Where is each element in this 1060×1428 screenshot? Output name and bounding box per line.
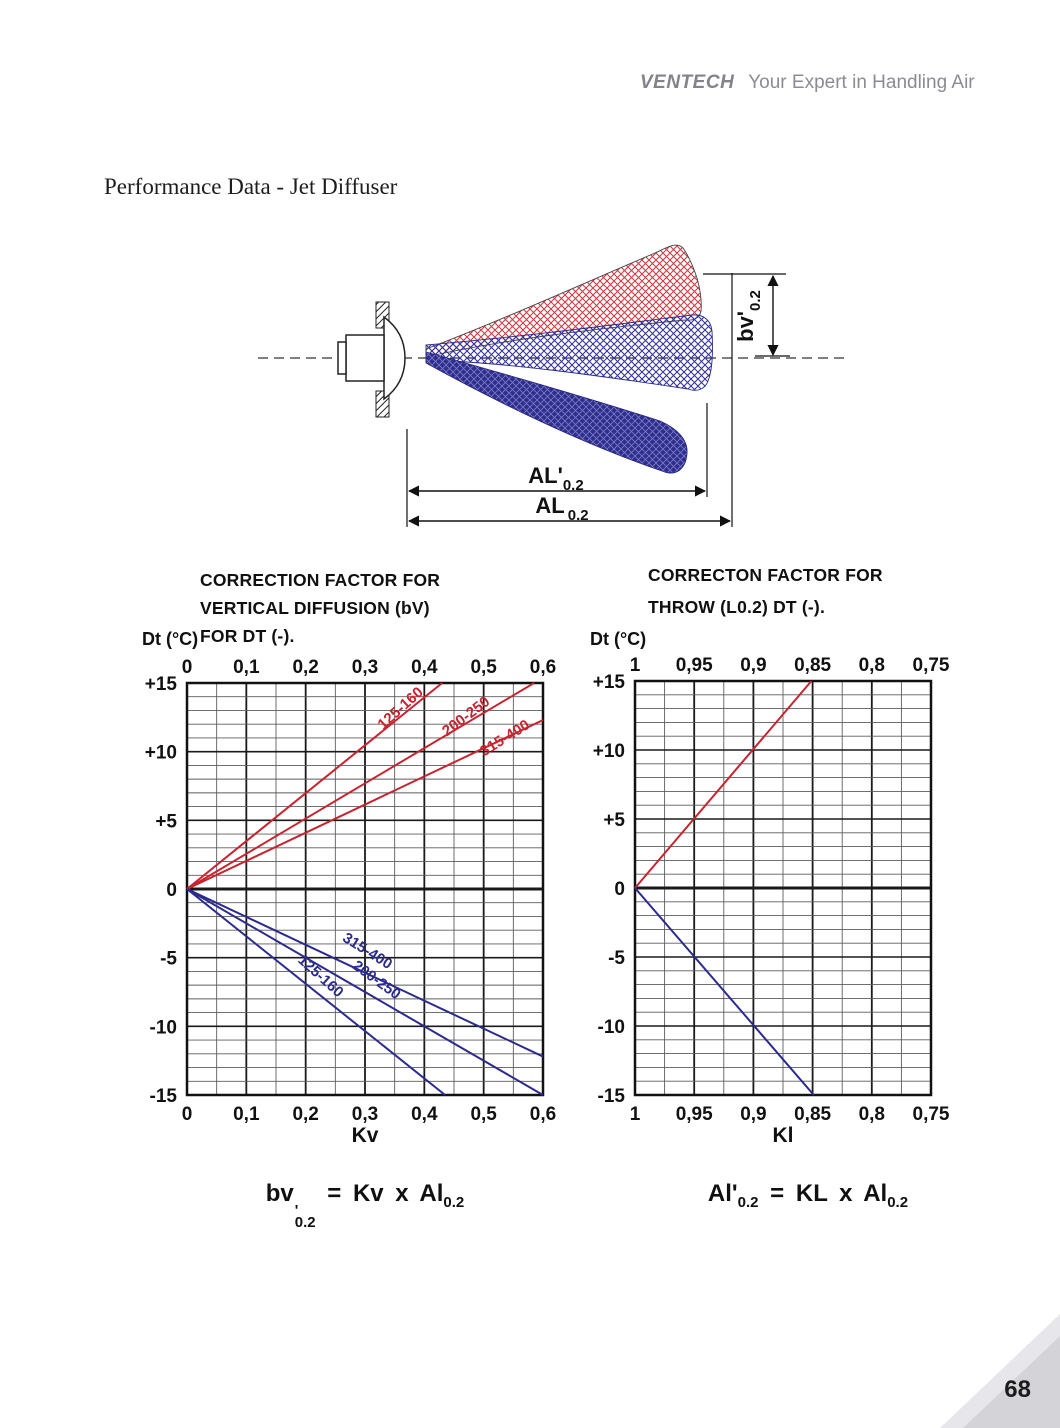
svg-text:0,1: 0,1	[233, 1104, 260, 1125]
svg-text:AL0.2: AL 0.2	[535, 493, 588, 524]
svg-text:-15: -15	[150, 1086, 178, 1107]
diffuser-bell	[383, 315, 406, 401]
svg-text:AL'0.2: AL'0.2	[528, 463, 583, 494]
left-chart-svg: 0 0 0,1 0,1 0,2 0,2 0,3 0,3 0,4 0,4 0,5 0,5 0,6 0,6 -1…	[145, 657, 556, 1125]
page-title: Performance Data - Jet Diffuser	[104, 174, 398, 199]
left-chart-xlabel: Kv	[351, 1124, 379, 1147]
svg-text:+5: +5	[155, 811, 177, 832]
svg-text:0,2: 0,2	[292, 657, 318, 678]
svg-text:0: 0	[166, 880, 177, 901]
bv-sub: 0.2	[747, 290, 764, 311]
svg-text:1: 1	[630, 1104, 641, 1125]
svg-text:bv'0.2: bv'0.2	[733, 290, 764, 342]
svg-text:0,1: 0,1	[233, 657, 260, 678]
left-chart-title-line1: CORRECTION FACTOR FOR	[200, 570, 441, 590]
svg-text:+15: +15	[145, 674, 178, 695]
right-chart-title: CORRECTON FACTOR FOR THROW (L0.2) DT (-)…	[648, 559, 883, 624]
svg-text:0,95: 0,95	[676, 655, 713, 676]
left-chart-ylabel: Dt (°C)	[142, 629, 199, 649]
right-chart-title-line1: CORRECTON FACTOR FOR	[648, 565, 883, 585]
blue-plume-cooling	[425, 351, 688, 474]
al-prime-dimension: AL'0.2	[406, 403, 708, 527]
formula-right-rhs-sub: 0.2	[887, 1193, 909, 1211]
svg-text:0,95: 0,95	[676, 1104, 713, 1125]
svg-text:0,75: 0,75	[913, 1104, 950, 1125]
al-sub: 0.2	[568, 507, 589, 524]
svg-text:0,9: 0,9	[740, 655, 766, 676]
svg-text:0,5: 0,5	[470, 1104, 497, 1125]
left-chart-title-line3: FOR DT (-).	[200, 626, 295, 646]
brand-tagline: Your Expert in Handling Air	[748, 72, 975, 93]
bv-dimension: bv'0.2	[703, 273, 790, 357]
blue-plume-isothermal	[425, 314, 713, 391]
svg-text:0,6: 0,6	[530, 1104, 556, 1125]
svg-text:0,75: 0,75	[913, 655, 950, 676]
formula-right-lhs-sub: 0.2	[737, 1193, 759, 1211]
svg-text:0: 0	[614, 879, 625, 900]
right-chart-xlabel: Kl	[772, 1124, 794, 1147]
formula-left-rhs-sub: 0.2	[443, 1193, 465, 1211]
diffuser-flange	[337, 341, 347, 375]
formula-left-sup: '	[294, 1202, 299, 1219]
formula-vertical-diffusion: bv ' 0.2 = Kv x Al0.2	[187, 1180, 543, 1231]
page-number: 68	[1004, 1376, 1031, 1403]
svg-text:-10: -10	[598, 1017, 625, 1038]
formula-right-mid: = KL x Al	[770, 1180, 888, 1207]
svg-text:0,4: 0,4	[411, 1104, 438, 1125]
svg-text:0,4: 0,4	[411, 657, 438, 678]
al-prime-label: AL'	[528, 463, 563, 488]
svg-text:0,9: 0,9	[740, 1104, 766, 1125]
svg-text:0,5: 0,5	[470, 657, 497, 678]
svg-text:+5: +5	[603, 810, 625, 831]
svg-text:0,3: 0,3	[352, 657, 378, 678]
al-label: AL	[535, 493, 564, 518]
brand-logo-text: VENTECH	[640, 72, 735, 93]
right-chart-title-line2: THROW (L0.2) DT (-).	[648, 597, 826, 618]
left-chart-title: CORRECTION FACTOR FOR VERTICAL DIFFUSION…	[200, 566, 440, 650]
svg-text:-15: -15	[598, 1086, 626, 1107]
svg-text:0: 0	[182, 1104, 193, 1125]
svg-text:0,85: 0,85	[794, 1104, 831, 1125]
al-dimension: AL 0.2	[407, 273, 733, 527]
bv-label: bv'	[733, 311, 758, 342]
right-chart-svg: 1 1 0,95 0,95 0,9 0,9 0,85 0,85 0,8 0,8 0,75 0,75 -1…	[593, 655, 950, 1125]
formula-left-sub: 0.2	[294, 1214, 316, 1231]
svg-text:0,2: 0,2	[292, 1104, 318, 1125]
svg-text:+10: +10	[145, 743, 177, 764]
jet-diffuser-diagram: bv'0.2 AL'0.2 AL 0.2	[258, 244, 847, 527]
right-chart-ylabel: Dt (°C)	[590, 629, 647, 649]
svg-text:0,85: 0,85	[794, 655, 831, 676]
brand-header: VENTECH Your Expert in Handling Air	[640, 72, 975, 94]
formula-left-mid: = Kv x Al	[327, 1180, 444, 1207]
formula-left-lhs: bv	[265, 1180, 294, 1207]
svg-text:0,3: 0,3	[352, 1104, 378, 1125]
diffuser-body	[345, 334, 385, 382]
svg-text:+15: +15	[593, 672, 626, 693]
formula-throw: Al'0.2 = KL x Al0.2	[660, 1180, 956, 1211]
svg-text:1: 1	[630, 655, 641, 676]
formula-right-lhs: Al'	[707, 1180, 738, 1207]
svg-text:0,6: 0,6	[530, 657, 556, 678]
svg-text:0,8: 0,8	[859, 1104, 885, 1125]
svg-text:200-250: 200-250	[439, 693, 493, 740]
svg-text:125-160: 125-160	[374, 684, 426, 733]
svg-text:+10: +10	[593, 741, 625, 762]
svg-text:0,8: 0,8	[859, 655, 885, 676]
formula-left-subsup: ' 0.2	[294, 1202, 316, 1231]
svg-text:-5: -5	[608, 948, 625, 969]
svg-text:-5: -5	[160, 949, 177, 970]
svg-text:-10: -10	[150, 1017, 177, 1038]
al-prime-sub: 0.2	[563, 477, 584, 494]
left-chart-title-line2: VERTICAL DIFFUSION (bV)	[200, 598, 430, 618]
svg-text:0: 0	[182, 657, 193, 678]
